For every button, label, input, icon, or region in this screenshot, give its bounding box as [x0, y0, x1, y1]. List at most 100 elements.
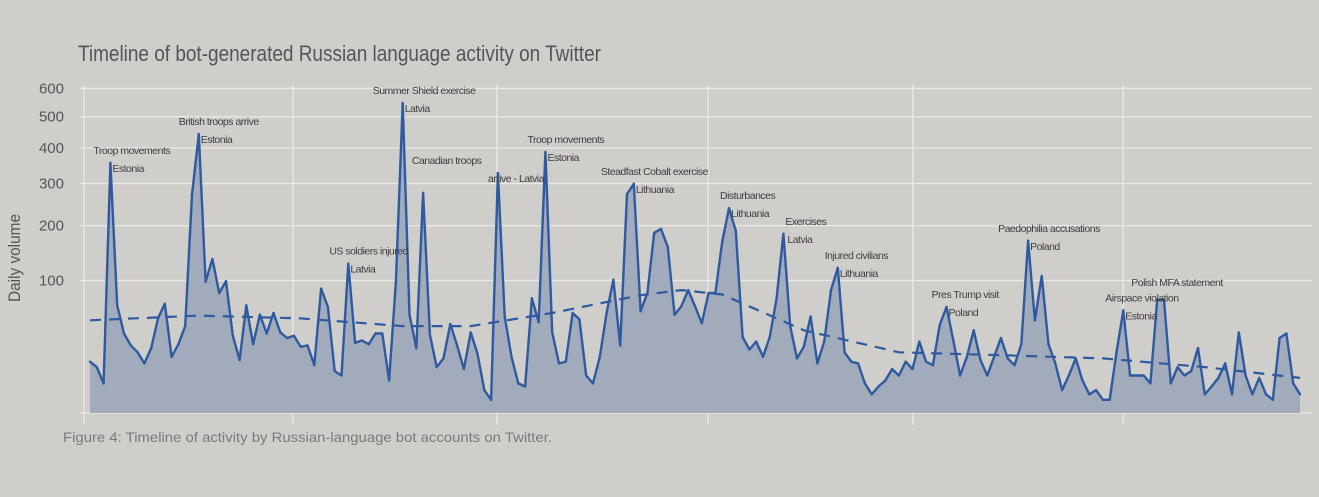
- data-point: [1033, 319, 1037, 322]
- data-point: [238, 358, 241, 362]
- data-point: [986, 374, 989, 377]
- data-point: [483, 388, 486, 392]
- data-point: [938, 323, 941, 327]
- data-point: [1026, 239, 1030, 242]
- data-point: [197, 132, 200, 136]
- area-fill: [90, 103, 1300, 413]
- data-point: [231, 334, 234, 337]
- data-point: [585, 374, 588, 377]
- data-point: [1094, 388, 1098, 392]
- data-point: [408, 313, 411, 316]
- y-tick-label: 600: [39, 80, 64, 97]
- data-point: [904, 360, 907, 363]
- data-point: [659, 227, 663, 231]
- data-point: [1298, 393, 1302, 396]
- data-point: [693, 304, 697, 308]
- data-point: [469, 331, 472, 334]
- data-point: [374, 332, 377, 335]
- data-point: [979, 358, 982, 362]
- data-point: [211, 257, 214, 261]
- annotation-location: Lithuania: [636, 184, 675, 196]
- data-point: [992, 355, 996, 358]
- y-tick-label: 400: [39, 140, 64, 157]
- data-point: [1074, 357, 1077, 360]
- data-point: [700, 321, 703, 325]
- data-point: [170, 355, 173, 358]
- chart-title: Timeline of bot-generated Russian langua…: [78, 41, 601, 66]
- data-point: [1162, 298, 1166, 301]
- data-point: [544, 150, 547, 154]
- data-point: [918, 340, 921, 343]
- data-point: [632, 182, 636, 186]
- data-point: [890, 367, 894, 371]
- data-point: [639, 310, 642, 313]
- data-point: [1203, 393, 1207, 396]
- data-point: [809, 315, 812, 318]
- data-point: [163, 302, 166, 305]
- data-point: [1088, 393, 1091, 396]
- data-point: [251, 342, 255, 346]
- y-axis-label: Daily volume: [5, 214, 24, 302]
- annotation-title: Troop movements: [527, 134, 604, 146]
- data-point: [489, 398, 493, 401]
- data-point: [870, 393, 873, 396]
- data-point: [1237, 331, 1241, 334]
- data-point: [1060, 388, 1064, 392]
- data-point: [401, 101, 404, 105]
- data-point: [653, 231, 656, 234]
- annotation-location: Estonia: [547, 152, 579, 164]
- data-point: [741, 335, 744, 339]
- annotation-location: Lithuania: [731, 208, 770, 220]
- data-point: [1149, 382, 1152, 385]
- annotation-title: Pres Trump visit: [932, 289, 1000, 301]
- annotations: Troop movements Estonia British troops arr…: [93, 85, 1223, 322]
- data-point: [517, 382, 520, 385]
- data-point: [415, 346, 418, 350]
- y-axis: 600 500 400 300 200 100: [39, 80, 64, 289]
- data-point: [591, 382, 595, 385]
- annotation-location: Latvia: [350, 264, 376, 276]
- data-point: [999, 336, 1003, 340]
- data-point: [306, 344, 309, 347]
- y-tick-label: 300: [39, 176, 64, 193]
- data-point: [816, 362, 819, 365]
- data-point: [761, 355, 765, 358]
- points-layer: [88, 101, 1302, 401]
- data-point: [646, 291, 649, 295]
- annotation-location: Poland: [949, 307, 979, 319]
- data-point: [965, 355, 969, 358]
- data-point: [605, 311, 608, 315]
- annotation-title: Steadfast Cobalt exercise: [601, 166, 709, 178]
- annotation-location: Estonia: [201, 134, 233, 146]
- annotation-title: Airspace violation: [1105, 292, 1179, 304]
- data-point: [1230, 393, 1234, 396]
- data-point: [836, 266, 839, 270]
- data-point: [102, 382, 105, 385]
- data-point: [557, 362, 561, 365]
- area-layer: [89, 101, 1302, 413]
- data-point: [109, 161, 112, 165]
- data-point: [822, 340, 826, 343]
- annotation-title: Paedophilia accusations: [998, 223, 1100, 235]
- data-point: [1224, 362, 1227, 365]
- data-point: [333, 369, 336, 373]
- data-point: [1210, 385, 1213, 388]
- data-point: [340, 374, 343, 377]
- data-point: [265, 332, 268, 335]
- data-point: [353, 341, 357, 345]
- data-point: [1013, 364, 1016, 367]
- data-point: [1122, 309, 1125, 312]
- annotation-title: Summer Shield exercise: [373, 85, 476, 97]
- annotation-location: arrive - Latvia: [488, 173, 545, 185]
- data-point: [972, 329, 975, 332]
- data-point: [666, 245, 670, 249]
- data-point: [1115, 351, 1118, 354]
- data-point: [795, 357, 799, 360]
- data-point: [136, 351, 139, 354]
- annotation-location: Latvia: [405, 103, 431, 115]
- annotation-location: Estonia: [112, 163, 144, 175]
- data-point: [510, 355, 513, 358]
- data-point: [1190, 369, 1193, 373]
- data-point: [1244, 374, 1247, 377]
- data-point: [1006, 357, 1009, 360]
